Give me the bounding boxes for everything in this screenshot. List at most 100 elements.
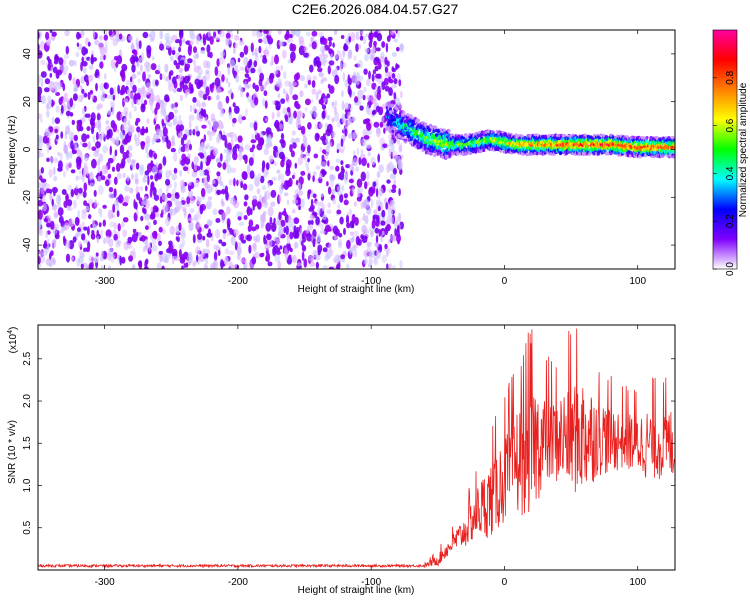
spectrogram-cell	[329, 174, 336, 181]
spectrogram-cell	[149, 37, 155, 42]
spectrogram-cell	[70, 140, 74, 150]
spectrogram-cell	[254, 47, 258, 58]
spectrogram-cell	[447, 129, 451, 133]
spectrogram-cell	[379, 84, 383, 92]
spectrogram-cell	[119, 255, 122, 266]
spectrogram-cell	[339, 193, 344, 203]
spectrogram-cell	[131, 64, 136, 73]
spectrogram-cell	[101, 92, 106, 102]
spectrogram-cell	[366, 94, 371, 102]
spectrogram-cell	[164, 77, 169, 82]
spectrogram-cell	[102, 204, 107, 209]
spectrogram-cell	[192, 96, 197, 103]
spectrogram-cell	[323, 97, 327, 103]
spectrogram-cell	[384, 85, 390, 92]
spectrogram-cell	[107, 173, 112, 179]
spectrogram-cell	[312, 229, 317, 238]
spectrogram-cell	[426, 132, 431, 136]
spectrogram-cell	[117, 84, 120, 95]
spectrogram-cell	[310, 36, 315, 43]
spectrogram-cell	[315, 165, 321, 170]
spectrogram-cell	[253, 121, 258, 131]
spectrogram-cell	[239, 66, 246, 72]
spectrogram-cell	[252, 195, 258, 200]
spectrogram-cell	[80, 140, 83, 146]
spectrogram-cell	[221, 74, 225, 82]
spectrogram-cell	[77, 227, 81, 233]
spectrogram-cell	[364, 53, 369, 62]
spectrogram-cell	[50, 156, 54, 165]
spectrogram-cell	[58, 97, 63, 105]
spectrogram-cell	[336, 149, 340, 154]
spectrogram-cell	[289, 214, 292, 220]
spectrogram-cell	[428, 128, 432, 132]
spectrogram-cell	[632, 135, 636, 140]
spectrogram-cell	[159, 73, 163, 81]
spectrogram-cell	[205, 69, 210, 75]
spectrogram-cell	[110, 59, 115, 69]
spectrogram-cell	[287, 59, 291, 64]
spectrogram-cell	[134, 178, 139, 185]
spectrogram-cell	[373, 209, 378, 215]
spectrogram-cell	[241, 116, 246, 121]
spectrogram-cell	[406, 113, 410, 117]
spectrogram-cell	[344, 128, 348, 137]
spectrogram-cell	[381, 254, 387, 263]
spectrogram-cell	[312, 105, 317, 113]
spectrogram-cell	[299, 227, 303, 237]
spectrogram-cell	[108, 30, 113, 36]
spectrogram-cell	[360, 148, 364, 155]
spectrogram-cell	[307, 122, 312, 130]
spectrogram-cell	[185, 88, 190, 96]
spectrogram-cell	[229, 59, 235, 69]
spectrogram-cell	[201, 142, 204, 152]
spectrogram-cell	[318, 172, 323, 180]
spectrogram-cell	[58, 215, 64, 224]
spectrogram-cell	[258, 38, 263, 43]
spectrogram-cell	[161, 73, 166, 80]
spectrogram-cell	[392, 168, 397, 175]
spectrogram-cell	[145, 135, 151, 144]
spectrogram-cell	[304, 98, 311, 106]
spectrogram-cell	[179, 59, 185, 66]
spectrogram-cell	[76, 42, 80, 47]
spectrogram-cell	[109, 87, 114, 95]
spectrogram-cell	[108, 247, 114, 257]
spectrogram-cell	[346, 263, 350, 269]
spectrogram-cell	[111, 106, 115, 116]
spectrogram-cell	[265, 233, 272, 241]
spectrogram-cell	[201, 101, 206, 108]
spectrogram-cell	[371, 219, 376, 229]
spectrogram-cell	[51, 239, 57, 249]
spectrogram-cell	[232, 117, 237, 124]
spectrogram-cell	[81, 133, 87, 143]
spectrogram-cell	[239, 39, 243, 47]
spectrogram-cell	[322, 214, 327, 221]
spectrogram-cell	[184, 67, 190, 72]
spectrogram-cell	[119, 69, 125, 78]
figure-title: C2E6.2026.084.04.57.G27	[291, 1, 459, 17]
spectrogram-cell	[172, 76, 177, 85]
spectrogram-cell	[57, 81, 62, 90]
spectrogram-cell	[216, 58, 220, 67]
spectrogram-cell	[295, 30, 301, 37]
spectrogram-cell	[180, 137, 185, 146]
spectrogram-cell	[345, 164, 351, 169]
spectrogram-cell	[238, 221, 245, 227]
spectrogram-cell	[233, 47, 236, 55]
spectrogram-cell	[150, 206, 154, 213]
spectrogram-cell	[135, 117, 141, 123]
spectrogram-cell	[154, 113, 158, 122]
spectrogram-cell	[309, 261, 316, 267]
spectrogram-cell	[370, 156, 376, 166]
spectrogram-cell	[432, 153, 437, 158]
spectrogram-cell	[243, 201, 248, 207]
spectrogram-cell	[381, 116, 385, 122]
spectrogram-cell	[68, 72, 72, 81]
spectrogram-cell	[316, 239, 319, 245]
spectrogram-cell	[327, 202, 331, 208]
spectrogram-cell	[112, 123, 118, 133]
spectrogram-cell	[230, 92, 234, 100]
spectrogram-cell	[124, 111, 128, 117]
spectrogram-cell	[195, 210, 202, 220]
